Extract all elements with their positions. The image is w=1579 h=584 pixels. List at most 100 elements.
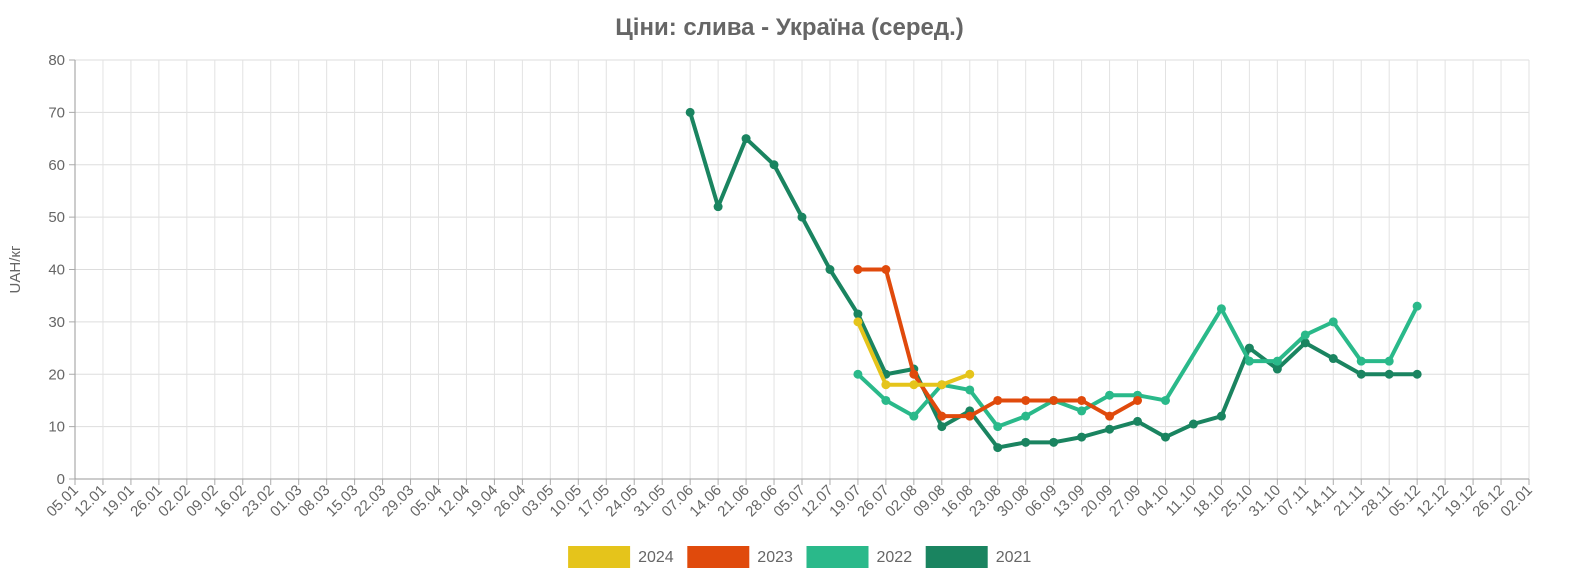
data-point-2021[interactable]	[1188, 419, 1198, 429]
data-point-2023[interactable]	[1077, 395, 1087, 405]
x-tick-label: 31.10	[1246, 482, 1285, 521]
x-tick-label: 02.02	[155, 482, 194, 521]
x-tick-label: 23.08	[966, 482, 1005, 521]
data-point-2023[interactable]	[881, 265, 891, 274]
y-tick-label: 0	[57, 471, 65, 488]
x-tick-label: 05.12	[1385, 482, 1424, 521]
data-point-2022[interactable]	[909, 411, 919, 421]
data-point-2021[interactable]	[993, 443, 1003, 453]
data-point-2024[interactable]	[965, 369, 975, 379]
data-point-2022[interactable]	[1412, 301, 1422, 311]
x-tick-label: 22.03	[351, 482, 390, 521]
x-tick-label: 07.06	[658, 482, 697, 521]
x-tick-label: 24.05	[602, 482, 641, 521]
data-point-2021[interactable]	[1328, 354, 1338, 364]
x-tick-label: 19.01	[99, 482, 138, 521]
legend-item-2024[interactable]: 2024	[568, 546, 674, 568]
data-point-2021[interactable]	[825, 265, 835, 274]
legend-item-2022[interactable]: 2022	[806, 546, 913, 568]
x-tick-label: 16.02	[211, 482, 250, 521]
x-tick-label: 04.10	[1134, 482, 1173, 521]
y-tick-label: 60	[48, 157, 65, 174]
data-point-2022[interactable]	[965, 385, 975, 395]
series-2021	[685, 107, 1422, 453]
x-tick-label: 26.01	[127, 482, 166, 521]
x-tick-label: 20.09	[1078, 482, 1117, 521]
data-point-2022[interactable]	[1105, 390, 1115, 400]
x-tick-label: 12.04	[435, 482, 474, 521]
data-point-2021[interactable]	[713, 202, 723, 212]
x-tick-label: 06.09	[1022, 482, 1061, 521]
x-tick-label: 26.12	[1469, 482, 1508, 521]
legend[interactable]: 2024 2023 2022 2021	[568, 546, 1031, 568]
data-point-2021[interactable]	[1412, 369, 1422, 379]
x-tick-label: 12.07	[798, 482, 837, 521]
data-point-2023[interactable]	[1105, 411, 1115, 421]
data-point-2024[interactable]	[937, 380, 947, 390]
x-tick-label: 09.02	[183, 482, 222, 521]
data-point-2021[interactable]	[1021, 437, 1031, 447]
legend-swatch	[687, 546, 750, 568]
y-tick-label: 70	[48, 104, 65, 121]
data-point-2022[interactable]	[1300, 330, 1310, 340]
data-point-2023[interactable]	[937, 411, 947, 421]
data-point-2022[interactable]	[993, 422, 1003, 432]
y-tick-label: 40	[48, 262, 65, 279]
data-point-2021[interactable]	[685, 107, 695, 117]
y-axis-title: UAH/кг	[7, 245, 24, 293]
data-point-2021[interactable]	[741, 134, 751, 144]
data-point-2021[interactable]	[1244, 343, 1254, 353]
data-point-2021[interactable]	[1272, 364, 1282, 374]
data-point-2023[interactable]	[1021, 395, 1031, 405]
legend-item-2023[interactable]: 2023	[687, 546, 793, 568]
data-point-2022[interactable]	[1161, 395, 1170, 405]
data-point-2024[interactable]	[881, 380, 891, 390]
legend-item-2021[interactable]: 2021	[925, 546, 1032, 568]
data-point-2022[interactable]	[1328, 317, 1338, 327]
data-point-2021[interactable]	[1356, 369, 1366, 379]
data-point-2021[interactable]	[1077, 432, 1087, 442]
data-point-2024[interactable]	[909, 380, 919, 390]
data-point-2023[interactable]	[853, 265, 863, 274]
data-point-2021[interactable]	[1049, 437, 1059, 447]
data-point-2022[interactable]	[1272, 356, 1282, 366]
legend-swatch	[568, 546, 631, 568]
legend-swatch	[806, 546, 869, 568]
data-point-2021[interactable]	[1105, 424, 1115, 434]
data-point-2021[interactable]	[1133, 416, 1143, 426]
data-point-2022[interactable]	[1384, 356, 1394, 366]
data-point-2021[interactable]	[1300, 338, 1310, 348]
x-tick-label: 02.01	[1497, 482, 1536, 521]
data-point-2023[interactable]	[965, 411, 975, 421]
x-tick-label: 05.04	[407, 482, 446, 521]
series-2024	[853, 317, 975, 390]
x-tick-label: 01.03	[267, 482, 306, 521]
x-tick-label: 03.05	[519, 482, 558, 521]
data-point-2023[interactable]	[1133, 395, 1143, 405]
data-point-2023[interactable]	[909, 369, 919, 379]
data-point-2022[interactable]	[1216, 304, 1226, 314]
data-point-2022[interactable]	[1021, 411, 1031, 421]
x-tick-label: 07.11	[1274, 482, 1312, 520]
data-point-2023[interactable]	[993, 395, 1003, 405]
data-point-2021[interactable]	[1216, 411, 1226, 421]
data-point-2021[interactable]	[853, 309, 863, 319]
data-point-2021[interactable]	[1161, 432, 1170, 442]
data-point-2021[interactable]	[797, 212, 807, 222]
data-point-2021[interactable]	[937, 422, 947, 432]
data-point-2022[interactable]	[1077, 406, 1087, 416]
data-point-2022[interactable]	[853, 369, 863, 379]
x-tick-label: 16.08	[938, 482, 977, 521]
data-point-2022[interactable]	[881, 395, 891, 405]
data-point-2021[interactable]	[769, 160, 779, 170]
data-point-2024[interactable]	[853, 317, 863, 327]
data-point-2022[interactable]	[1244, 356, 1254, 366]
data-point-2023[interactable]	[1049, 395, 1059, 405]
data-point-2021[interactable]	[1384, 369, 1394, 379]
data-point-2022[interactable]	[1356, 356, 1366, 366]
x-tick-label: 26.07	[854, 482, 893, 521]
x-tick-label: 26.04	[491, 482, 530, 521]
legend-label: 2021	[996, 549, 1032, 566]
y-tick-label: 80	[48, 52, 65, 69]
y-tick-label: 50	[48, 209, 65, 226]
